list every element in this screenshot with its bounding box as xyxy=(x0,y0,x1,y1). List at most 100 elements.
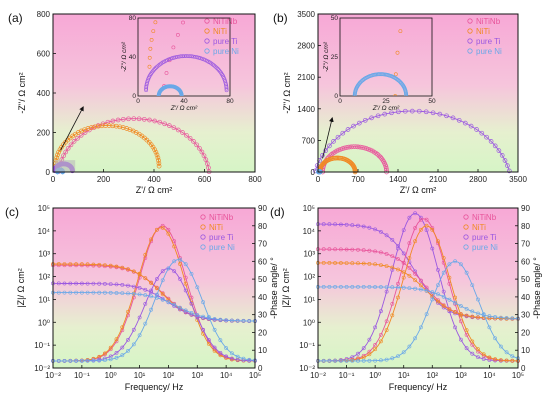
data-point xyxy=(396,244,400,248)
zoom-arrow xyxy=(322,117,334,159)
y-tick-label: 10² xyxy=(303,273,315,282)
data-point xyxy=(378,250,383,255)
phase-line-pure-Ti xyxy=(317,212,518,362)
data-point xyxy=(458,313,463,318)
data-point xyxy=(212,327,217,332)
data-point xyxy=(327,284,332,289)
data-point xyxy=(384,319,389,324)
data-point xyxy=(493,336,498,341)
data-point xyxy=(351,144,356,150)
data-point xyxy=(384,252,389,256)
data-point xyxy=(342,145,348,151)
data-point xyxy=(350,358,355,363)
data-point xyxy=(201,314,206,319)
data-point xyxy=(167,123,172,128)
inset-point xyxy=(214,65,219,70)
inset-point xyxy=(186,54,191,59)
data-point xyxy=(97,262,102,267)
data-point xyxy=(160,269,165,274)
y-right-tick-label: 70 xyxy=(521,240,530,249)
data-point xyxy=(103,123,108,128)
data-point xyxy=(160,297,165,302)
inset-border xyxy=(137,17,231,97)
legend-marker xyxy=(463,244,469,250)
data-point xyxy=(333,247,338,252)
data-point xyxy=(396,246,400,251)
data-point xyxy=(498,315,503,320)
y-right-tick-label: 50 xyxy=(258,275,267,284)
data-point xyxy=(143,301,148,306)
data-point xyxy=(120,282,125,287)
data-point xyxy=(62,262,67,267)
data-point xyxy=(143,287,148,292)
data-point xyxy=(504,316,509,320)
data-point xyxy=(344,358,349,363)
inset-x-label: Z'/ Ω cm² xyxy=(372,105,400,112)
data-point xyxy=(407,265,412,270)
data-point xyxy=(68,142,74,148)
x-tick-label: 10⁻¹ xyxy=(339,371,355,380)
data-point xyxy=(356,120,362,126)
data-point xyxy=(212,317,217,321)
data-point xyxy=(376,153,382,159)
data-point xyxy=(154,227,159,232)
y-tick-label: 10⁻¹ xyxy=(299,341,315,350)
data-point xyxy=(418,217,423,222)
data-point xyxy=(396,285,400,290)
data-point xyxy=(323,148,329,153)
legend-marker xyxy=(204,18,210,24)
data-point xyxy=(206,341,211,346)
y-tick-label: 10² xyxy=(38,273,50,282)
inset-y-tick-label: 40 xyxy=(129,54,137,61)
x-tick-label: 10⁻² xyxy=(310,371,326,380)
data-point xyxy=(333,358,338,363)
data-point xyxy=(235,354,240,359)
impedance-points-NiTi xyxy=(316,260,520,321)
data-point xyxy=(401,251,406,256)
legend-entry: NiTiNb xyxy=(476,17,501,26)
data-point xyxy=(504,350,509,355)
y-tick-label: 0 xyxy=(46,168,51,177)
y-right-tick-label: 30 xyxy=(258,311,267,320)
data-point xyxy=(423,109,429,115)
data-point xyxy=(487,314,492,319)
data-point xyxy=(183,262,188,267)
data-point xyxy=(493,357,498,362)
legend-entry: pure Ti xyxy=(213,37,238,46)
data-point xyxy=(510,354,515,359)
data-point xyxy=(350,247,355,252)
data-point xyxy=(401,350,406,355)
legend-marker xyxy=(204,38,210,44)
y-axis-label: -Z''/ Ω cm² xyxy=(282,72,292,113)
data-point xyxy=(367,352,372,357)
data-point xyxy=(378,154,383,160)
data-point xyxy=(362,145,367,151)
data-point xyxy=(80,290,84,295)
data-point xyxy=(502,158,508,163)
data-point xyxy=(74,262,79,267)
data-point xyxy=(333,284,338,289)
legend-entry: NiTi xyxy=(476,27,490,36)
x-axis-label: Z'/ Ω cm² xyxy=(136,185,172,195)
data-point xyxy=(424,312,429,317)
data-point xyxy=(338,247,343,252)
data-point xyxy=(375,113,381,119)
legend-marker xyxy=(467,18,473,24)
inset-y-tick-label: 0 xyxy=(334,93,338,100)
y-tick-label: 200 xyxy=(37,129,51,138)
data-point xyxy=(137,333,142,338)
inset-point xyxy=(147,64,152,69)
data-point xyxy=(63,149,69,155)
data-point xyxy=(396,109,401,115)
data-point xyxy=(126,291,130,296)
data-point xyxy=(183,288,188,293)
legend-entry: pure Ni xyxy=(213,47,239,56)
y-tick-label: 10¹ xyxy=(303,295,315,304)
inset-border xyxy=(339,17,433,97)
legend-marker xyxy=(467,48,473,54)
data-point xyxy=(178,262,182,266)
data-point xyxy=(340,146,345,151)
y-right-axis-label: -Phase angle/ ° xyxy=(269,257,279,319)
data-point xyxy=(378,263,383,268)
